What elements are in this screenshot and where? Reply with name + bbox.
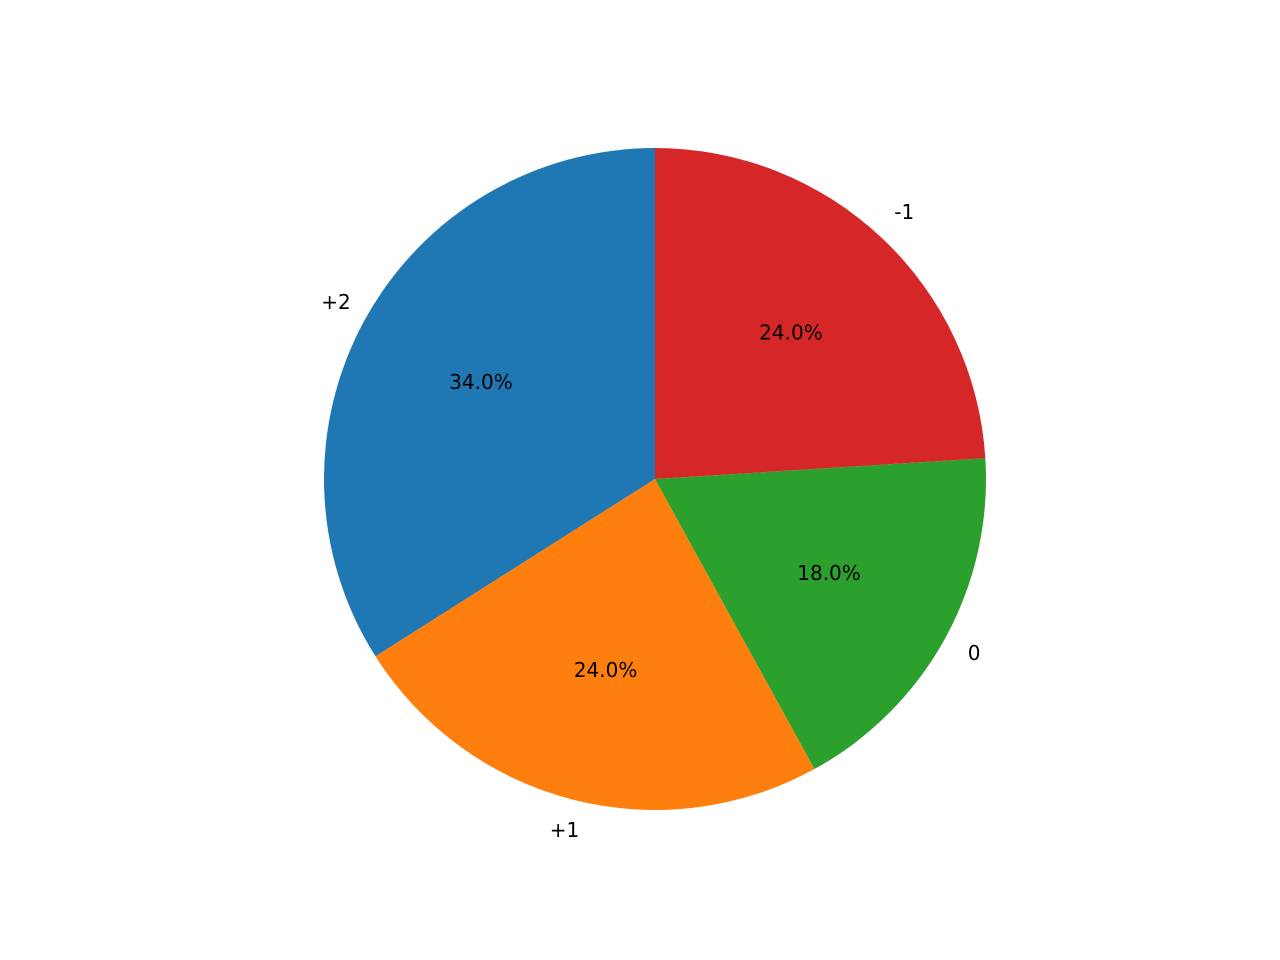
slice-label: 0 (968, 641, 981, 665)
pie-wedge (324, 148, 655, 657)
percent-label: 18.0% (797, 561, 861, 585)
pie-wedge (375, 479, 815, 810)
slice-label: +1 (550, 818, 579, 842)
percent-label: 24.0% (759, 321, 823, 345)
slice-label: +2 (321, 290, 350, 314)
pie-wedge (655, 458, 986, 770)
slice-label: -1 (894, 200, 914, 224)
percent-label: 24.0% (574, 658, 638, 682)
pie-wedge (655, 148, 986, 479)
percent-label: 34.0% (449, 370, 513, 394)
